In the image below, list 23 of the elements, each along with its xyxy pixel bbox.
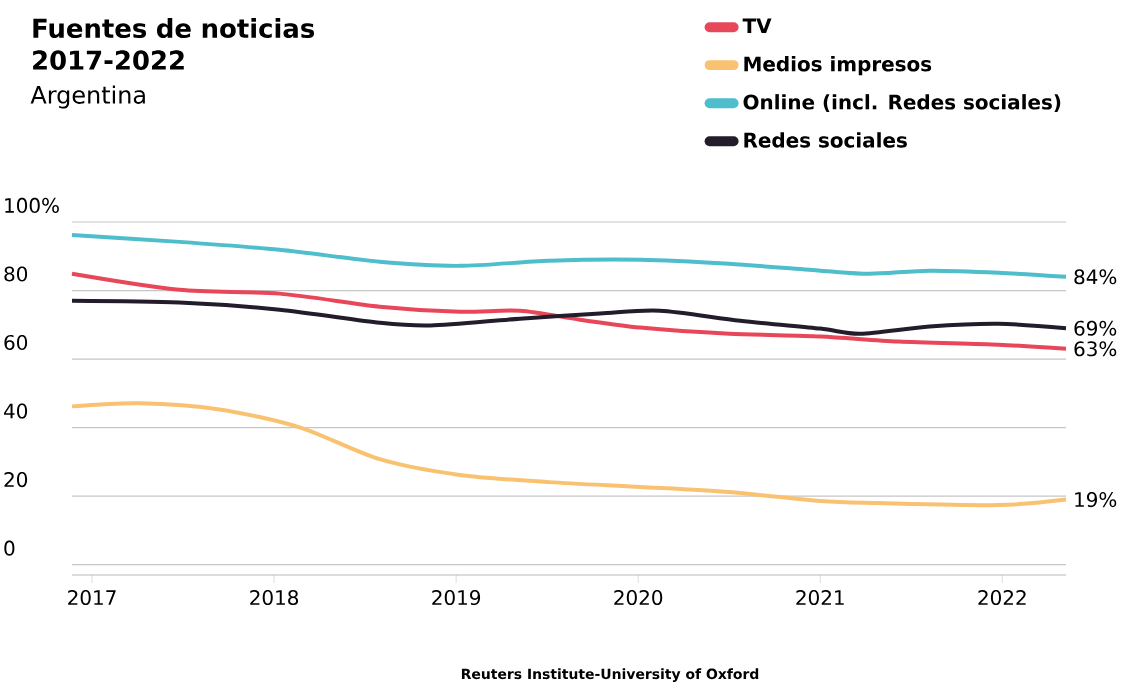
legend-label: Online (incl. Redes sociales): [743, 94, 1061, 112]
legend-label: Medios impresos: [744, 56, 932, 76]
y-tick-label: 80: [4, 266, 28, 282]
text: Reuters Institute-University of Oxford: [461, 668, 759, 682]
y-tick-label: 60: [4, 334, 28, 351]
chart-subtitle: Argentina: [30, 85, 145, 109]
x-tick-label: 2019: [432, 590, 481, 606]
x-tick-label: 2022: [978, 590, 1026, 606]
chart-title: Fuentes de noticias 2017-2022: [33, 18, 315, 70]
x-tick-label: 2021: [796, 590, 844, 606]
data-label: 63%: [1074, 341, 1117, 357]
data-label: 19%: [1075, 492, 1117, 508]
legend-label: Redes sociales: [744, 132, 907, 148]
legend-label: TV: [742, 18, 772, 34]
y-tick-label: 20: [4, 472, 28, 488]
y-tick-label: 100%: [5, 197, 59, 213]
x-tick-label: 2018: [250, 590, 299, 606]
x-tick-label: 2017: [68, 590, 116, 606]
data-label: 84%: [1074, 269, 1117, 285]
data-label: 69%: [1074, 320, 1117, 336]
y-tick-label: 0: [4, 540, 15, 556]
y-tick-label: 40: [4, 403, 28, 419]
x-tick-label: 2020: [614, 590, 663, 606]
